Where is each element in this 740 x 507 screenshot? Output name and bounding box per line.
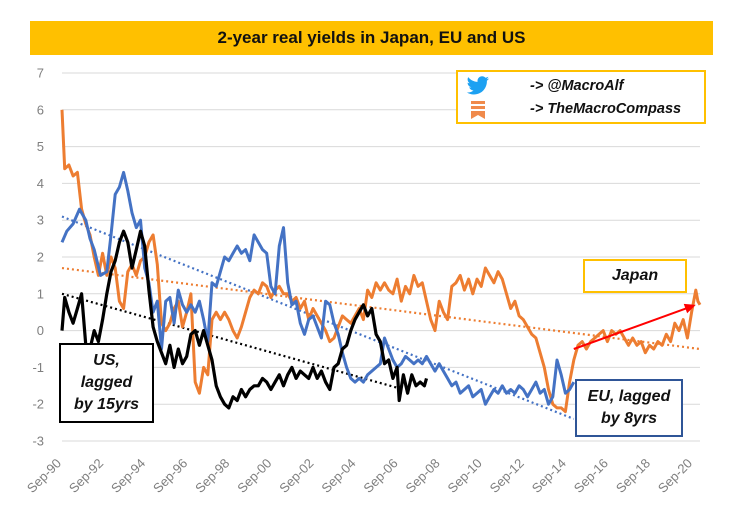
x-tick-sep-20: Sep-20 [655, 456, 695, 496]
x-tick-sep-14: Sep-14 [529, 456, 569, 496]
japan-arrow [573, 303, 696, 350]
x-tick-sep-02: Sep-02 [276, 456, 316, 496]
x-axis-labels: Sep-90 Sep-92 Sep-94 Sep-96 Sep-98 Sep-00 Sep-… [24, 456, 695, 496]
y-tick-0: 0 [37, 323, 44, 338]
y-tick-1: 1 [37, 286, 44, 301]
x-tick-sep-96: Sep-96 [150, 456, 190, 496]
legend-box: -> @MacroAlf -> TheMacroCompass [456, 70, 706, 124]
title-banner: 2-year real yields in Japan, EU and US [30, 21, 713, 55]
us-label-line3: by 15yrs [74, 396, 139, 413]
legend-site-name: -> TheMacroCompass [530, 101, 682, 117]
us-label-line2: lagged [80, 374, 133, 391]
y-tick-5: 5 [37, 139, 44, 154]
trendline-japan [61, 266, 701, 351]
y-tick-4: 4 [37, 176, 44, 191]
x-tick-sep-16: Sep-16 [571, 456, 611, 496]
x-tick-sep-90: Sep-90 [24, 456, 64, 496]
eu-label-line1: EU, lagged [587, 388, 671, 405]
y-axis-labels: -3 -2 -1 0 1 2 3 4 5 6 7 [32, 66, 44, 449]
twitter-bird-icon [466, 76, 490, 95]
series-line-eu [60, 170, 576, 406]
x-tick-sep-00: Sep-00 [234, 456, 274, 496]
y-tick--2: -2 [32, 397, 44, 412]
chart-title: 2-year real yields in Japan, EU and US [217, 28, 526, 47]
x-tick-sep-94: Sep-94 [108, 456, 148, 496]
legend-row-twitter [466, 76, 490, 96]
us-label-line1: US, [93, 352, 120, 369]
trendline-us [61, 292, 404, 391]
x-tick-sep-12: Sep-12 [487, 456, 527, 496]
gridlines [62, 72, 700, 442]
bookmark-bar-2 [471, 106, 485, 109]
bookmark-icon [471, 101, 485, 119]
bookmark-tail [471, 111, 485, 119]
arrow-head [683, 303, 696, 314]
y-tick-3: 3 [37, 213, 44, 228]
y-tick-6: 6 [37, 102, 44, 117]
legend-row-site [470, 100, 486, 120]
x-tick-sep-04: Sep-04 [318, 456, 358, 496]
eu-label-line2: by 8yrs [600, 410, 658, 427]
series-line-japan [60, 109, 702, 414]
y-tick-2: 2 [37, 250, 44, 265]
x-tick-sep-06: Sep-06 [360, 456, 400, 496]
series-line-us [60, 229, 429, 410]
japan-label: Japan [611, 267, 659, 284]
x-tick-sep-98: Sep-98 [192, 456, 232, 496]
us-annotation: US, lagged by 15yrs [59, 343, 154, 423]
japan-annotation: Japan [583, 259, 687, 293]
x-tick-sep-08: Sep-08 [403, 456, 443, 496]
twitter-bird-shape [466, 76, 490, 95]
legend-twitter-handle: -> @MacroAlf [530, 78, 624, 94]
x-tick-sep-92: Sep-92 [66, 456, 106, 496]
x-tick-sep-18: Sep-18 [613, 456, 653, 496]
bookmark-bar-1 [471, 101, 485, 104]
arrow-shaft [573, 306, 689, 350]
y-tick-7: 7 [37, 66, 44, 81]
eu-annotation: EU, lagged by 8yrs [575, 379, 683, 437]
y-tick--1: -1 [32, 360, 44, 375]
y-tick--3: -3 [32, 434, 44, 449]
series-lines [60, 109, 702, 414]
x-tick-sep-10: Sep-10 [445, 456, 485, 496]
